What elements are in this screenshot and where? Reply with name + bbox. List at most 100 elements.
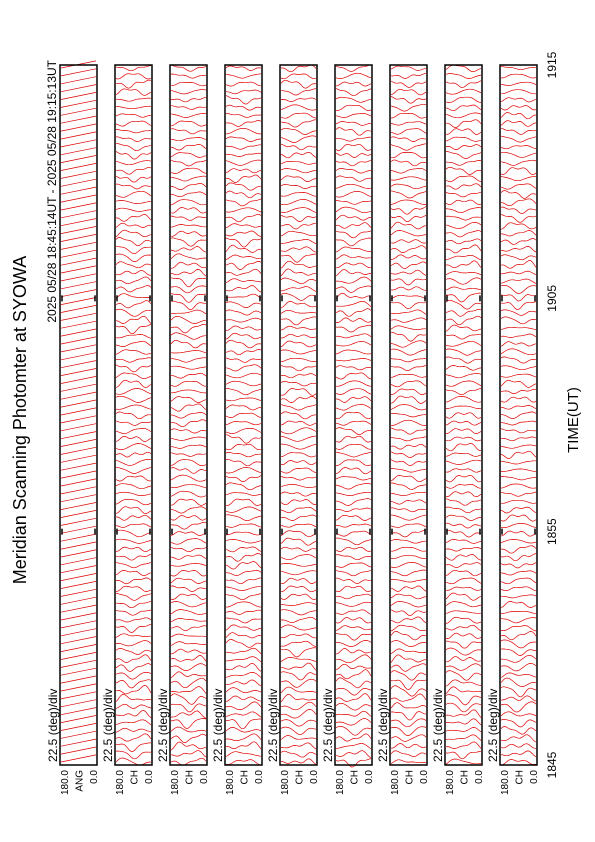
trace [170, 563, 207, 567]
trace [500, 663, 537, 672]
trace [280, 160, 317, 165]
trace [500, 214, 537, 223]
trace [445, 483, 482, 489]
trace [500, 553, 537, 562]
trace [280, 693, 317, 703]
trace [225, 492, 262, 496]
axis-top-label: 180.0 [390, 770, 401, 795]
trace [60, 628, 97, 637]
trace [500, 89, 536, 95]
trace [115, 349, 152, 355]
trace [225, 293, 262, 299]
trace [445, 88, 482, 95]
trace [335, 324, 372, 333]
trace [60, 234, 97, 242]
trace [335, 168, 372, 174]
trace [335, 206, 372, 214]
trace [170, 332, 207, 340]
trace [500, 610, 537, 614]
trace [225, 152, 262, 157]
trace [390, 427, 427, 435]
trace [225, 759, 262, 766]
trace [445, 734, 482, 741]
trace [336, 593, 372, 600]
trace [390, 159, 427, 167]
trace [390, 630, 427, 641]
axis-top-label: 180.0 [60, 770, 71, 795]
trace [280, 758, 317, 765]
trace [115, 334, 152, 339]
trace [391, 388, 427, 395]
trace [390, 245, 427, 253]
trace [115, 672, 152, 680]
trace [115, 379, 152, 388]
trace [170, 277, 207, 288]
trace [170, 137, 207, 142]
trace [445, 254, 482, 261]
trace [500, 639, 537, 649]
trace [170, 269, 207, 277]
trace [170, 112, 207, 118]
trace [225, 104, 262, 111]
trace [280, 577, 317, 584]
trace [170, 183, 207, 190]
trace [445, 340, 482, 347]
trace [445, 670, 482, 681]
trace [446, 405, 482, 409]
trace [390, 317, 427, 323]
trace [280, 420, 317, 426]
trace [60, 289, 97, 298]
trace [500, 97, 537, 103]
trace [390, 380, 427, 388]
trace [335, 562, 372, 568]
trace [280, 64, 317, 73]
trace [225, 458, 262, 467]
trace [115, 663, 152, 672]
trace [225, 325, 262, 331]
trace [501, 468, 537, 472]
trace [445, 420, 482, 426]
trace [225, 687, 262, 693]
trace [60, 644, 97, 652]
trace [60, 510, 97, 518]
trace [225, 624, 262, 631]
axis-bottom-label: 0.0 [419, 770, 430, 784]
trace [500, 246, 537, 253]
trace [445, 396, 482, 403]
axis-top-label: 180.0 [280, 770, 291, 795]
trace [170, 484, 207, 488]
trace [335, 427, 372, 435]
trace [445, 656, 482, 663]
trace [390, 357, 427, 363]
trace [280, 277, 317, 285]
trace [335, 190, 372, 198]
trace [60, 754, 97, 763]
trace [335, 663, 372, 671]
trace [170, 671, 207, 678]
trace [225, 609, 262, 615]
trace [280, 750, 317, 758]
trace [225, 632, 262, 639]
trace [390, 475, 427, 483]
trace [446, 292, 482, 303]
trace [390, 546, 427, 552]
trace [60, 407, 97, 416]
trace [225, 539, 262, 544]
trace [280, 563, 317, 567]
trace [390, 601, 427, 608]
trace [445, 750, 482, 760]
trace [280, 238, 317, 245]
trace [445, 679, 482, 687]
trace [500, 601, 537, 608]
trace [445, 498, 482, 506]
trace [335, 372, 372, 380]
trace [115, 624, 152, 633]
trace [335, 577, 371, 584]
trace [170, 167, 207, 174]
trace [115, 538, 152, 544]
trace [280, 119, 317, 128]
trace [336, 300, 372, 307]
